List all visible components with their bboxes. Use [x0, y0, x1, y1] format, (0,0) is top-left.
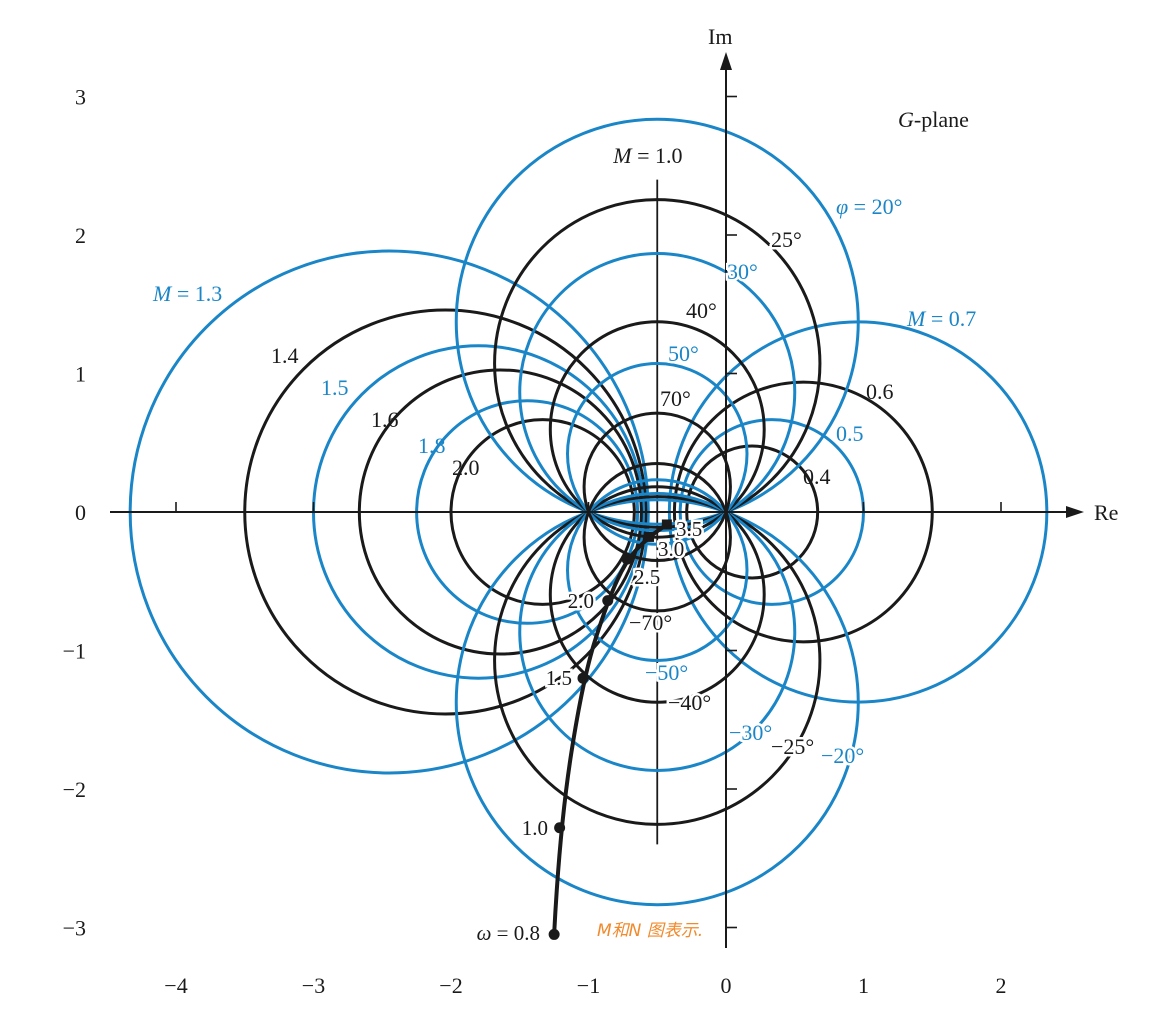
- x-tick-label--4: −4: [164, 973, 187, 998]
- m-label-1.3: M = 1.3: [152, 281, 222, 306]
- n-label--20: −20°: [821, 743, 864, 768]
- x-tick-label--2: −2: [439, 973, 462, 998]
- x-tick-label--1: −1: [577, 973, 600, 998]
- n-label-30: 30°: [727, 259, 758, 284]
- locus-label-6: 3.5: [676, 517, 702, 541]
- annotation-note: M和N 图表示.: [597, 921, 703, 941]
- y-tick-label-1: 1: [75, 362, 86, 387]
- y-tick-label-0: 0: [75, 500, 86, 525]
- m-label-0.4: 0.4: [803, 464, 831, 489]
- x-tick-label--3: −3: [302, 973, 325, 998]
- locus-point-0: [548, 928, 560, 940]
- n-circle--50: [566, 478, 749, 663]
- locus-label-0: ω = 0.8: [477, 921, 540, 945]
- locus-point-3: [602, 595, 614, 607]
- n-circle-40: [548, 320, 766, 539]
- n-label-40: 40°: [686, 298, 717, 323]
- n-circle--70: [582, 462, 732, 613]
- y-tick-label--1: −1: [63, 639, 86, 664]
- imag-axis-arrow: [720, 52, 732, 70]
- locus-point-1: [554, 822, 566, 834]
- locus-point-2: [577, 672, 589, 684]
- locus-curve: [552, 522, 669, 935]
- m-label-2: 2.0: [452, 455, 480, 480]
- locus-label-1: 1.0: [522, 816, 548, 840]
- y-tick-label-3: 3: [75, 85, 86, 110]
- n-label--40: −40°: [668, 690, 711, 715]
- n-label--70: −70°: [629, 610, 672, 635]
- locus-label-4: 2.5: [634, 565, 660, 589]
- n-circle--40: [548, 485, 766, 704]
- n-circle--20: [454, 498, 860, 907]
- m-label-1.8: 1.8: [418, 433, 446, 458]
- real-axis-name: Re: [1094, 500, 1118, 525]
- locus-label-5: 3.0: [658, 537, 684, 561]
- x-tick-label-2: 2: [996, 973, 1007, 998]
- locus-point-6: [661, 519, 672, 530]
- curve-labels: 0.40.50.6 M = 0.7 M = 1.0 M = 1.3 1.4 1.5 1.6 1…: [152, 143, 976, 771]
- n-circle-50: [566, 361, 749, 546]
- x-tick-label-1: 1: [858, 973, 869, 998]
- y-tick-label--2: −2: [63, 777, 86, 802]
- m-label-1.6: 1.6: [371, 407, 399, 432]
- n-label-20: φ = 20°: [836, 194, 902, 219]
- locus-label-2: 1.5: [546, 666, 572, 690]
- x-tick-label-0: 0: [721, 973, 732, 998]
- n-label--25: −25°: [771, 734, 814, 759]
- m-label-0.6: 0.6: [866, 379, 894, 404]
- n-label--30: −30°: [729, 720, 772, 745]
- n-label-50: 50°: [668, 341, 699, 366]
- n-circle-25: [493, 198, 822, 529]
- axes: −4 −3 −2 −1 0 1 2 3 2 1 0 −1 −2 −3: [63, 52, 1084, 998]
- n-circle-70: [582, 411, 732, 562]
- n-circle--30: [518, 491, 797, 772]
- m-label-0.7: M = 0.7: [906, 306, 976, 331]
- m-label-0.5: 0.5: [836, 421, 864, 446]
- locus-point-5: [644, 531, 654, 542]
- m-label-1.4: 1.4: [271, 343, 299, 368]
- imag-axis-name: Im: [708, 24, 732, 49]
- y-tick-label--3: −3: [63, 916, 86, 941]
- m-label-1.5: 1.5: [321, 375, 349, 400]
- n-circle--25: [493, 495, 822, 826]
- locus-point-4: [621, 553, 633, 565]
- m-label-1.0: M = 1.0: [612, 143, 682, 168]
- locus-label-3: 2.0: [568, 589, 594, 613]
- y-tick-label-2: 2: [75, 223, 86, 248]
- plane-label: G-plane: [898, 107, 969, 132]
- n-label-70: 70°: [660, 386, 691, 411]
- n-circle-20: [454, 117, 860, 526]
- frequency-locus: ω = 0.8 1.0 1.5 2.0 2.5 3.03.5: [477, 515, 705, 946]
- n-label-25: 25°: [771, 227, 802, 252]
- n-label--50: −50°: [645, 660, 688, 685]
- real-axis-arrow: [1066, 506, 1084, 518]
